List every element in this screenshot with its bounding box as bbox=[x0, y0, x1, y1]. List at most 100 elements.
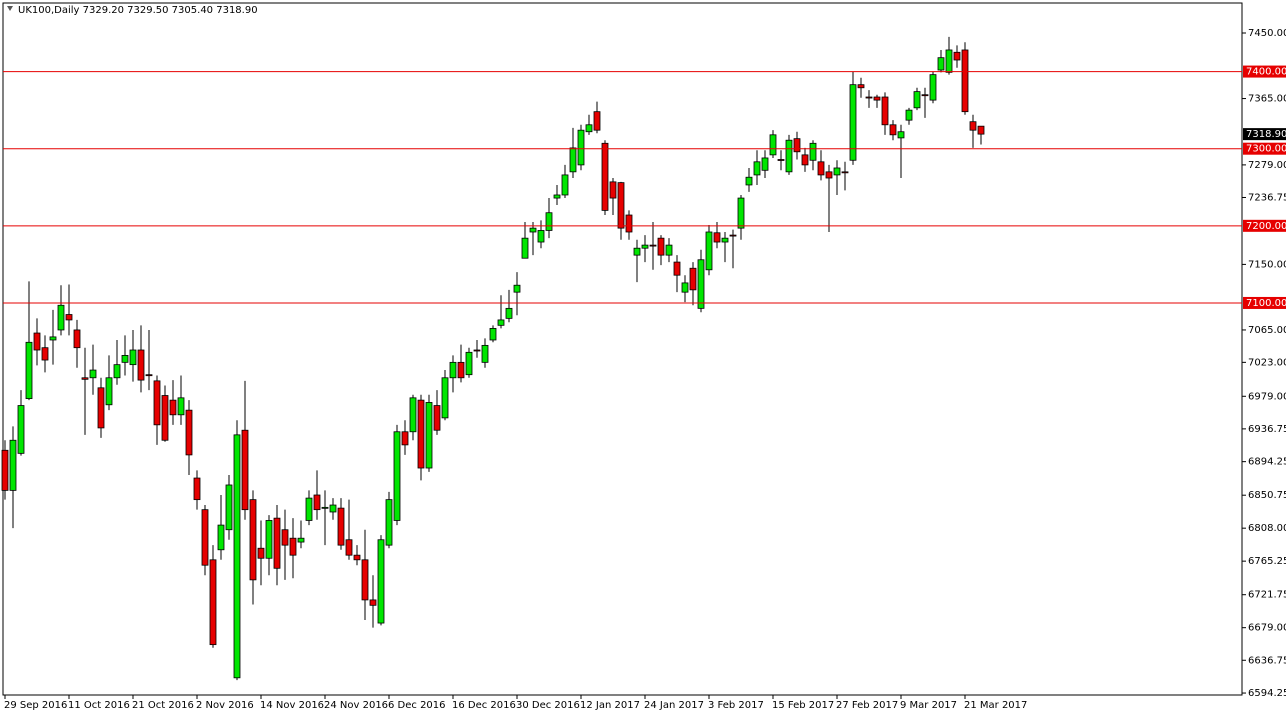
candle-body bbox=[337, 507, 345, 546]
candle-body bbox=[137, 349, 145, 381]
candle-body bbox=[857, 84, 865, 89]
y-tick-label: 6636.75 bbox=[1248, 655, 1286, 666]
candle-body bbox=[777, 159, 785, 161]
candle-body bbox=[801, 154, 809, 166]
candle-body bbox=[897, 131, 905, 139]
candle-body bbox=[305, 497, 313, 521]
candle-body bbox=[201, 509, 209, 566]
candle-body bbox=[369, 599, 377, 606]
candle-body bbox=[625, 214, 633, 233]
candle-body bbox=[761, 157, 769, 171]
level-tag bbox=[1243, 65, 1286, 78]
candle-body bbox=[177, 397, 185, 416]
candle-body bbox=[825, 171, 833, 179]
x-tick-label: 9 Mar 2017 bbox=[900, 700, 957, 711]
candle-body bbox=[361, 559, 369, 601]
candle-body bbox=[905, 109, 913, 121]
candle-body bbox=[513, 284, 521, 293]
candle-body bbox=[649, 244, 657, 247]
candle-body bbox=[809, 142, 817, 161]
candle-body bbox=[97, 387, 105, 429]
candle-body bbox=[705, 231, 713, 271]
candle-body bbox=[441, 377, 449, 419]
candle-body bbox=[721, 237, 729, 243]
candle-body bbox=[217, 524, 225, 551]
y-tick-label: 7236.75 bbox=[1248, 192, 1286, 203]
y-tick-label: 6721.75 bbox=[1248, 590, 1286, 601]
candle-body bbox=[89, 369, 97, 379]
x-tick-label: 2 Nov 2016 bbox=[196, 700, 254, 711]
candle-body bbox=[473, 349, 481, 352]
candle-body bbox=[73, 329, 81, 349]
candle-body bbox=[913, 91, 921, 109]
candle-body bbox=[833, 167, 841, 176]
candle-body bbox=[865, 96, 873, 99]
candle-body bbox=[281, 529, 289, 546]
x-tick-label: 16 Dec 2016 bbox=[452, 700, 516, 711]
price-tag bbox=[1243, 128, 1286, 141]
candle-body bbox=[673, 261, 681, 276]
level-tag bbox=[1243, 296, 1286, 309]
y-tick-label: 7023.00 bbox=[1248, 357, 1286, 368]
candle-body bbox=[753, 161, 761, 176]
candle-body bbox=[889, 124, 897, 136]
candle-body bbox=[921, 94, 929, 97]
candle-body bbox=[9, 439, 17, 491]
candle-body bbox=[57, 304, 65, 331]
candle-body bbox=[401, 431, 409, 446]
y-tick-label: 6808.00 bbox=[1248, 523, 1286, 534]
candle-body bbox=[521, 237, 529, 259]
candle-body bbox=[633, 247, 641, 256]
y-tick-label: 6850.75 bbox=[1248, 490, 1286, 501]
candle-body bbox=[849, 84, 857, 161]
price-label: 7318.90 bbox=[1246, 129, 1286, 140]
candle-body bbox=[233, 434, 241, 679]
candle-body bbox=[129, 349, 137, 366]
candle-body bbox=[953, 51, 961, 61]
candle-body bbox=[617, 182, 625, 229]
y-tick-label: 7365.00 bbox=[1248, 94, 1286, 105]
y-tick-label: 6894.25 bbox=[1248, 457, 1286, 468]
candle-body bbox=[505, 307, 513, 319]
candle-body bbox=[33, 332, 41, 351]
candle-body bbox=[377, 539, 385, 624]
candle-body bbox=[161, 395, 169, 441]
candle-body bbox=[841, 171, 849, 174]
candle-body bbox=[321, 506, 329, 509]
candle-body bbox=[745, 176, 753, 186]
candle-body bbox=[65, 314, 73, 321]
candle-body bbox=[793, 138, 801, 153]
candle-body bbox=[1, 449, 9, 491]
candle-body bbox=[409, 397, 417, 433]
candle-body bbox=[609, 181, 617, 199]
candle-body bbox=[561, 174, 569, 196]
x-tick-label: 14 Nov 2016 bbox=[260, 700, 324, 711]
candle-body bbox=[345, 539, 353, 556]
candle-body bbox=[569, 147, 577, 173]
candle-body bbox=[329, 504, 337, 513]
candle-body bbox=[249, 499, 257, 581]
candle-body bbox=[241, 429, 249, 511]
candle-body bbox=[417, 399, 425, 469]
y-tick-label: 6979.00 bbox=[1248, 391, 1286, 402]
candle-body bbox=[105, 377, 113, 406]
y-tick-label: 7150.00 bbox=[1248, 259, 1286, 270]
plot-frame bbox=[2, 2, 1243, 696]
candle-body bbox=[289, 537, 297, 556]
candle-body bbox=[193, 477, 201, 501]
candle-body bbox=[873, 96, 881, 101]
candle-body bbox=[577, 129, 585, 166]
candle-body bbox=[433, 405, 441, 431]
level-label: 7400.00 bbox=[1246, 67, 1286, 78]
candle-body bbox=[121, 355, 129, 363]
candle-body bbox=[465, 351, 473, 376]
candle-body bbox=[41, 347, 49, 361]
candle-body bbox=[425, 402, 433, 469]
candle-body bbox=[657, 237, 665, 256]
candle-body bbox=[481, 344, 489, 363]
candle-body bbox=[881, 96, 889, 126]
y-tick-label: 7279.00 bbox=[1248, 160, 1286, 171]
candle-body bbox=[457, 361, 465, 379]
candle-body bbox=[265, 520, 273, 559]
